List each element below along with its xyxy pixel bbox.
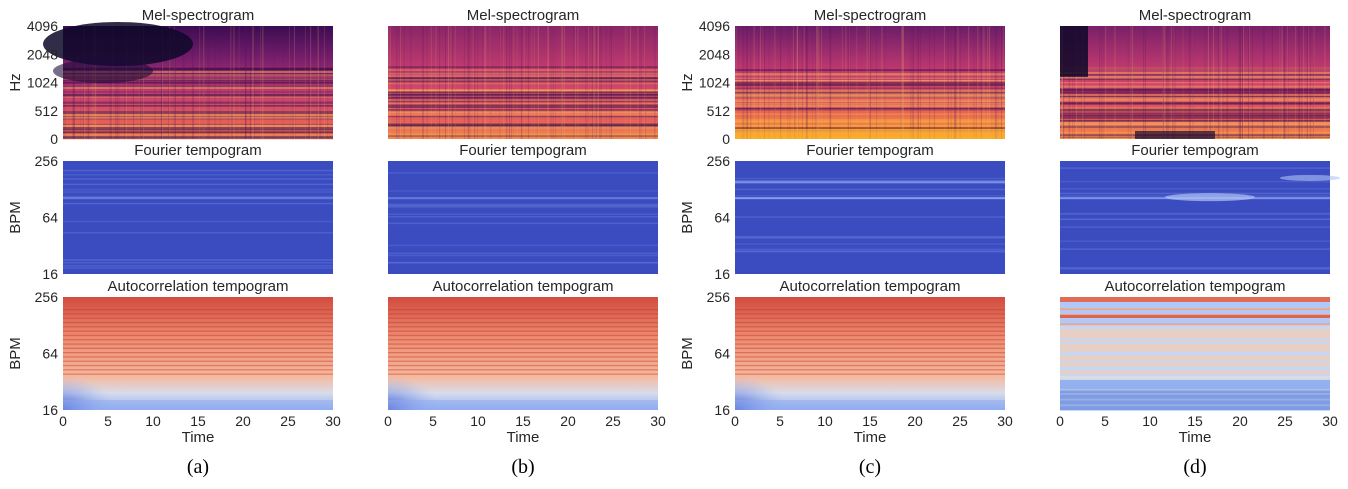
- x-tick-label: 5: [429, 413, 437, 429]
- y-tick-label: 0: [50, 131, 58, 147]
- heatmap-image: [63, 161, 333, 274]
- x-tick-label: 25: [605, 413, 621, 429]
- heatmap-panel: Mel-spectrogram 0 512 1024 2048 4096 Hz: [679, 7, 1005, 147]
- x-tick-label: 30: [997, 413, 1013, 429]
- y-tick-label: 16: [714, 402, 730, 418]
- x-tick-label: 20: [1232, 413, 1248, 429]
- x-tick-label: 10: [817, 413, 833, 429]
- y-tick-label: 256: [35, 289, 59, 305]
- x-tick-label: 5: [1101, 413, 1109, 429]
- y-axis-label: Hz: [679, 73, 696, 91]
- panel-title: Fourier tempogram: [134, 142, 262, 159]
- figure-column: Mel-spectrogram Fourier tempogram Autocorr…: [384, 7, 666, 478]
- x-tick-label: 20: [907, 413, 923, 429]
- panel-title: Fourier tempogram: [1131, 142, 1259, 159]
- x-tick-label: 30: [650, 413, 666, 429]
- heatmap-panel: Autocorrelation tempogram: [388, 278, 658, 410]
- y-axis-label: BPM: [7, 201, 24, 234]
- figure-column: Mel-spectrogram 0 512 1024 2048 4096 Hz Fourier…: [7, 7, 341, 478]
- x-tick-label: 0: [731, 413, 739, 429]
- y-axis-label: BPM: [679, 337, 696, 370]
- x-tick-label: 20: [235, 413, 251, 429]
- panel-title: Autocorrelation tempogram: [1105, 278, 1286, 295]
- x-axis-label: Time: [1179, 429, 1212, 446]
- x-tick-label: 25: [952, 413, 968, 429]
- x-tick-label: 25: [1277, 413, 1293, 429]
- y-tick-label: 4096: [699, 18, 730, 34]
- subfigure-caption: (b): [511, 456, 534, 478]
- y-tick-label: 64: [42, 346, 58, 362]
- y-tick-label: 1024: [699, 75, 730, 91]
- x-axis-label: Time: [854, 429, 887, 446]
- x-tick-label: 0: [59, 413, 67, 429]
- y-tick-label: 64: [714, 346, 730, 362]
- subfigure-caption: (a): [187, 456, 209, 478]
- heatmap-panel: Mel-spectrogram: [388, 7, 658, 139]
- x-axis-label: Time: [507, 429, 540, 446]
- figure-column: Mel-spectrogram Fourier tempogram Autocorr…: [1056, 7, 1340, 478]
- x-tick-label: 20: [560, 413, 576, 429]
- x-tick-label: 0: [1056, 413, 1064, 429]
- y-tick-label: 16: [42, 402, 58, 418]
- x-tick-label: 5: [776, 413, 784, 429]
- x-tick-label: 10: [145, 413, 161, 429]
- x-tick-label: 25: [280, 413, 296, 429]
- x-tick-label: 15: [515, 413, 531, 429]
- y-axis-label: BPM: [7, 337, 24, 370]
- x-tick-label: 10: [470, 413, 486, 429]
- panel-title: Autocorrelation tempogram: [780, 278, 961, 295]
- x-tick-label: 0: [384, 413, 392, 429]
- panel-title: Mel-spectrogram: [142, 7, 255, 24]
- y-tick-label: 256: [707, 153, 731, 169]
- x-tick-label: 15: [190, 413, 206, 429]
- y-tick-label: 64: [42, 210, 58, 226]
- subfigure-caption: (d): [1183, 456, 1206, 478]
- subfigure-caption: (c): [859, 456, 881, 478]
- y-tick-label: 256: [707, 289, 731, 305]
- panel-title: Mel-spectrogram: [814, 7, 927, 24]
- heatmap-panel: Fourier tempogram: [388, 142, 658, 274]
- heatmap-panel: Autocorrelation tempogram 16 64 256 BPM: [679, 278, 1005, 418]
- x-tick-label: 30: [1322, 413, 1338, 429]
- y-tick-label: 512: [707, 103, 731, 119]
- y-tick-label: 2048: [699, 46, 730, 62]
- y-axis-label: Hz: [7, 73, 24, 91]
- panel-title: Fourier tempogram: [459, 142, 587, 159]
- heatmap-panel: Autocorrelation tempogram: [1060, 278, 1330, 411]
- y-tick-label: 16: [42, 266, 58, 282]
- x-axis-label: Time: [182, 429, 215, 446]
- y-tick-label: 4096: [27, 18, 58, 34]
- y-tick-label: 1024: [27, 75, 58, 91]
- y-tick-label: 16: [714, 266, 730, 282]
- panel-title: Mel-spectrogram: [467, 7, 580, 24]
- heatmap-panel: Fourier tempogram: [1060, 142, 1340, 274]
- panel-title: Autocorrelation tempogram: [108, 278, 289, 295]
- x-tick-label: 5: [104, 413, 112, 429]
- heatmap-panel: Mel-spectrogram: [1060, 7, 1330, 139]
- heatmap-image: [1060, 161, 1330, 274]
- heatmap-panel: Mel-spectrogram 0 512 1024 2048 4096 Hz: [7, 7, 333, 147]
- y-axis-label: BPM: [679, 201, 696, 234]
- x-tick-label: 15: [1187, 413, 1203, 429]
- y-tick-label: 64: [714, 210, 730, 226]
- x-tick-label: 15: [862, 413, 878, 429]
- heatmap-panel: Fourier tempogram 16 64 256 BPM: [7, 142, 333, 282]
- heatmap-panel: Fourier tempogram 16 64 256 BPM: [679, 142, 1005, 282]
- heatmap-image: [388, 26, 658, 139]
- y-tick-label: 512: [35, 103, 59, 119]
- x-tick-label: 10: [1142, 413, 1158, 429]
- y-tick-label: 2048: [27, 46, 58, 62]
- panel-title: Mel-spectrogram: [1139, 7, 1252, 24]
- panel-title: Fourier tempogram: [806, 142, 934, 159]
- y-tick-label: 0: [722, 131, 730, 147]
- heatmap-panel: Autocorrelation tempogram 16 64 256 BPM: [7, 278, 333, 418]
- y-tick-label: 256: [35, 153, 59, 169]
- x-tick-label: 30: [325, 413, 341, 429]
- figure-column: Mel-spectrogram 0 512 1024 2048 4096 Hz Fourier…: [679, 7, 1013, 478]
- panel-title: Autocorrelation tempogram: [433, 278, 614, 295]
